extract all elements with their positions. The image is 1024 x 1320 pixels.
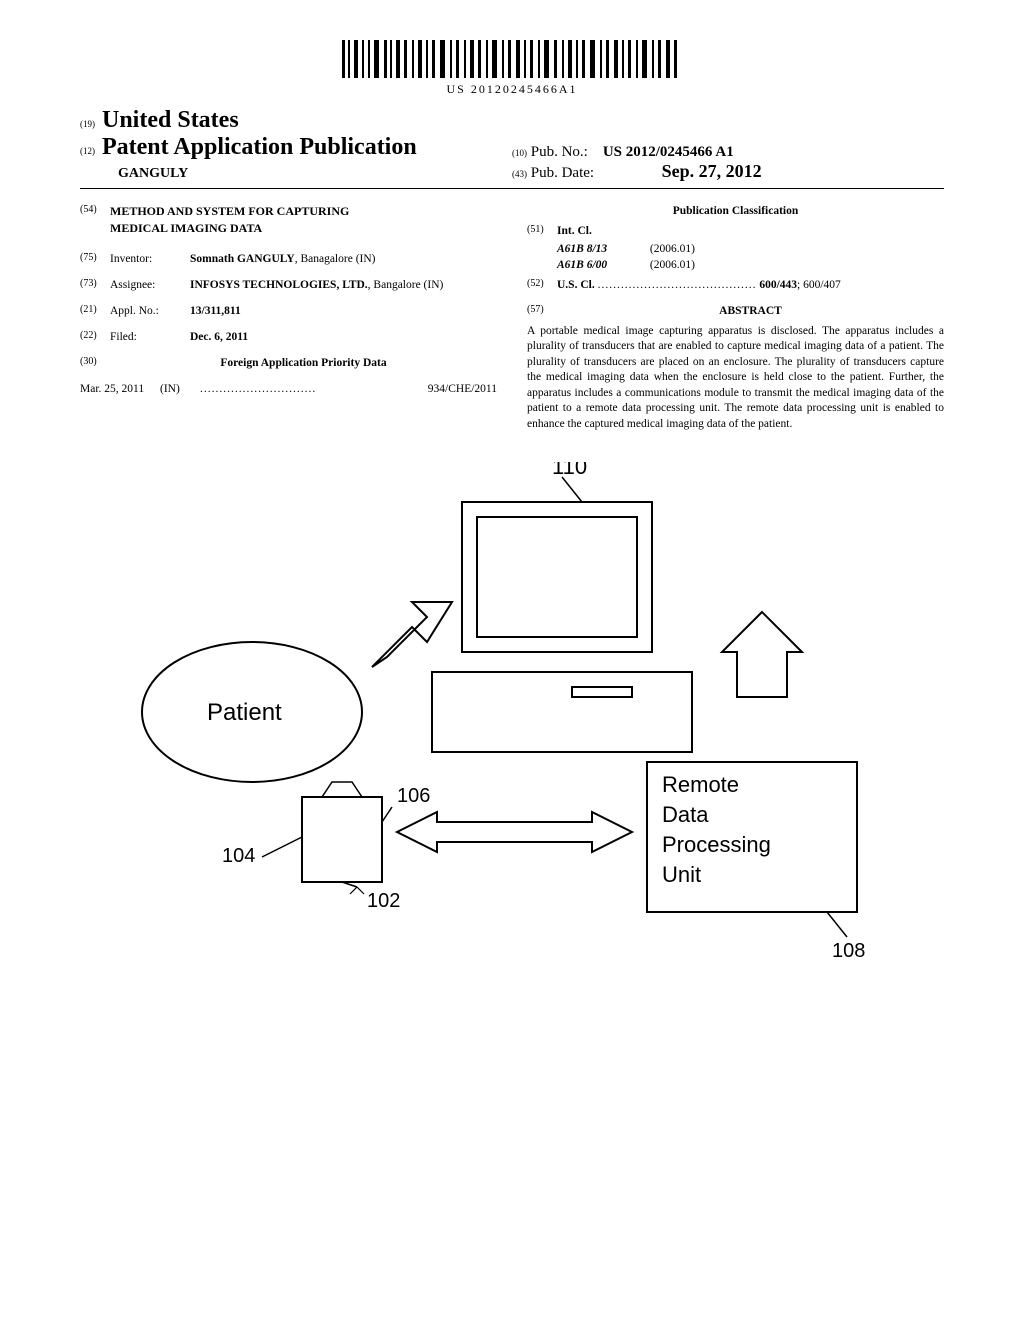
intcl-ver-0: (2006.01) — [650, 243, 695, 255]
patient-label: Patient — [207, 699, 282, 726]
code-57: (57) — [527, 303, 557, 319]
code-21: (21) — [80, 303, 110, 319]
header-block: (19) United States (12) Patent Applicati… — [80, 107, 944, 182]
applno-label: Appl. No.: — [110, 303, 190, 319]
assignee-value: INFOSYS TECHNOLOGIES, LTD., Bangalore (I… — [190, 277, 497, 293]
intcl-row-1: A61B 6/00 (2006.01) — [557, 257, 944, 273]
uscl-value2: ; 600/407 — [797, 279, 841, 291]
code-51: (51) — [527, 223, 557, 239]
remote-line2: Data — [662, 802, 709, 827]
inventor-name: Somnath GANGULY — [190, 253, 295, 265]
code-75: (75) — [80, 251, 110, 267]
code-10: (10) — [512, 148, 527, 158]
pub-date-label: Pub. Date: — [531, 165, 594, 181]
barcode-area: US 20120245466A1 — [80, 40, 944, 97]
priority-number: 934/CHE/2011 — [428, 381, 497, 397]
foreign-priority-label: Foreign Application Priority Data — [110, 355, 497, 371]
assignee-label: Assignee: — [110, 277, 190, 293]
code-12: (12) — [80, 146, 95, 156]
invention-title: METHOD AND SYSTEM FOR CAPTURING MEDICAL … — [110, 203, 349, 237]
uscl-label: U.S. Cl. — [557, 279, 595, 291]
priority-country: (IN) — [160, 381, 200, 397]
uscl-dots: ........................................… — [598, 279, 757, 291]
intcl-code-1: A61B 6/00 — [557, 257, 647, 273]
header-author: GANGULY — [118, 166, 188, 181]
header-country: United States — [102, 107, 239, 133]
intcl-label: Int. Cl. — [557, 223, 592, 239]
pub-class-title: Publication Classification — [527, 203, 944, 219]
pub-no-value: US 2012/0245466 A1 — [603, 144, 734, 160]
inventor-label: Inventor: — [110, 251, 190, 267]
uscl-row: U.S. Cl. ...............................… — [557, 277, 944, 293]
abstract-label: ABSTRACT — [557, 303, 944, 319]
priority-dots: .............................. — [200, 381, 428, 397]
left-column: (54) METHOD AND SYSTEM FOR CAPTURING MED… — [80, 203, 497, 432]
ref-102: 102 — [367, 890, 400, 912]
inventor-value: Somnath GANGULY, Banagalore (IN) — [190, 251, 497, 267]
assignee-loc: , Bangalore (IN) — [368, 279, 444, 291]
barcode-number: US 20120245466A1 — [80, 82, 944, 97]
assignee-name: INFOSYS TECHNOLOGIES, LTD. — [190, 279, 368, 291]
intcl-ver-1: (2006.01) — [650, 259, 695, 271]
priority-date: Mar. 25, 2011 — [80, 381, 160, 397]
intcl-code-0: A61B 8/13 — [557, 241, 647, 257]
code-54: (54) — [80, 203, 110, 237]
remote-line1: Remote — [662, 772, 739, 797]
intcl-row-0: A61B 8/13 (2006.01) — [557, 241, 944, 257]
code-30: (30) — [80, 355, 110, 371]
code-19: (19) — [80, 119, 95, 129]
pub-date-value: Sep. 27, 2012 — [662, 161, 762, 181]
ref-106: 106 — [397, 785, 430, 807]
title-line1: METHOD AND SYSTEM FOR CAPTURING — [110, 204, 349, 218]
uscl-value: 600/443 — [759, 279, 797, 291]
remote-line4: Unit — [662, 862, 701, 887]
abstract-text: A portable medical image capturing appar… — [527, 324, 944, 433]
ref-108: 108 — [832, 940, 865, 962]
filed-value: Dec. 6, 2011 — [190, 329, 497, 345]
code-52: (52) — [527, 277, 557, 293]
right-column: Publication Classification (51) Int. Cl.… — [527, 203, 944, 432]
applno-value: 13/311,811 — [190, 303, 497, 319]
code-73: (73) — [80, 277, 110, 293]
ref-110: 110 — [552, 462, 587, 479]
code-43: (43) — [512, 169, 527, 179]
header-separator — [80, 188, 944, 189]
pub-no-label: Pub. No.: — [531, 144, 588, 160]
patent-figure: 110 Patient 106 104 102 Remote Data Proc… — [132, 462, 892, 982]
code-22: (22) — [80, 329, 110, 345]
biblio-columns: (54) METHOD AND SYSTEM FOR CAPTURING MED… — [80, 203, 944, 432]
barcode-svg — [342, 40, 682, 78]
filed-label: Filed: — [110, 329, 190, 345]
figure-area: 110 Patient 106 104 102 Remote Data Proc… — [80, 462, 944, 986]
title-line2: MEDICAL IMAGING DATA — [110, 221, 262, 235]
inventor-loc: , Banagalore (IN) — [295, 253, 376, 265]
remote-line3: Processing — [662, 832, 771, 857]
header-pub-type: Patent Application Publication — [102, 134, 417, 160]
ref-104: 104 — [222, 845, 255, 867]
